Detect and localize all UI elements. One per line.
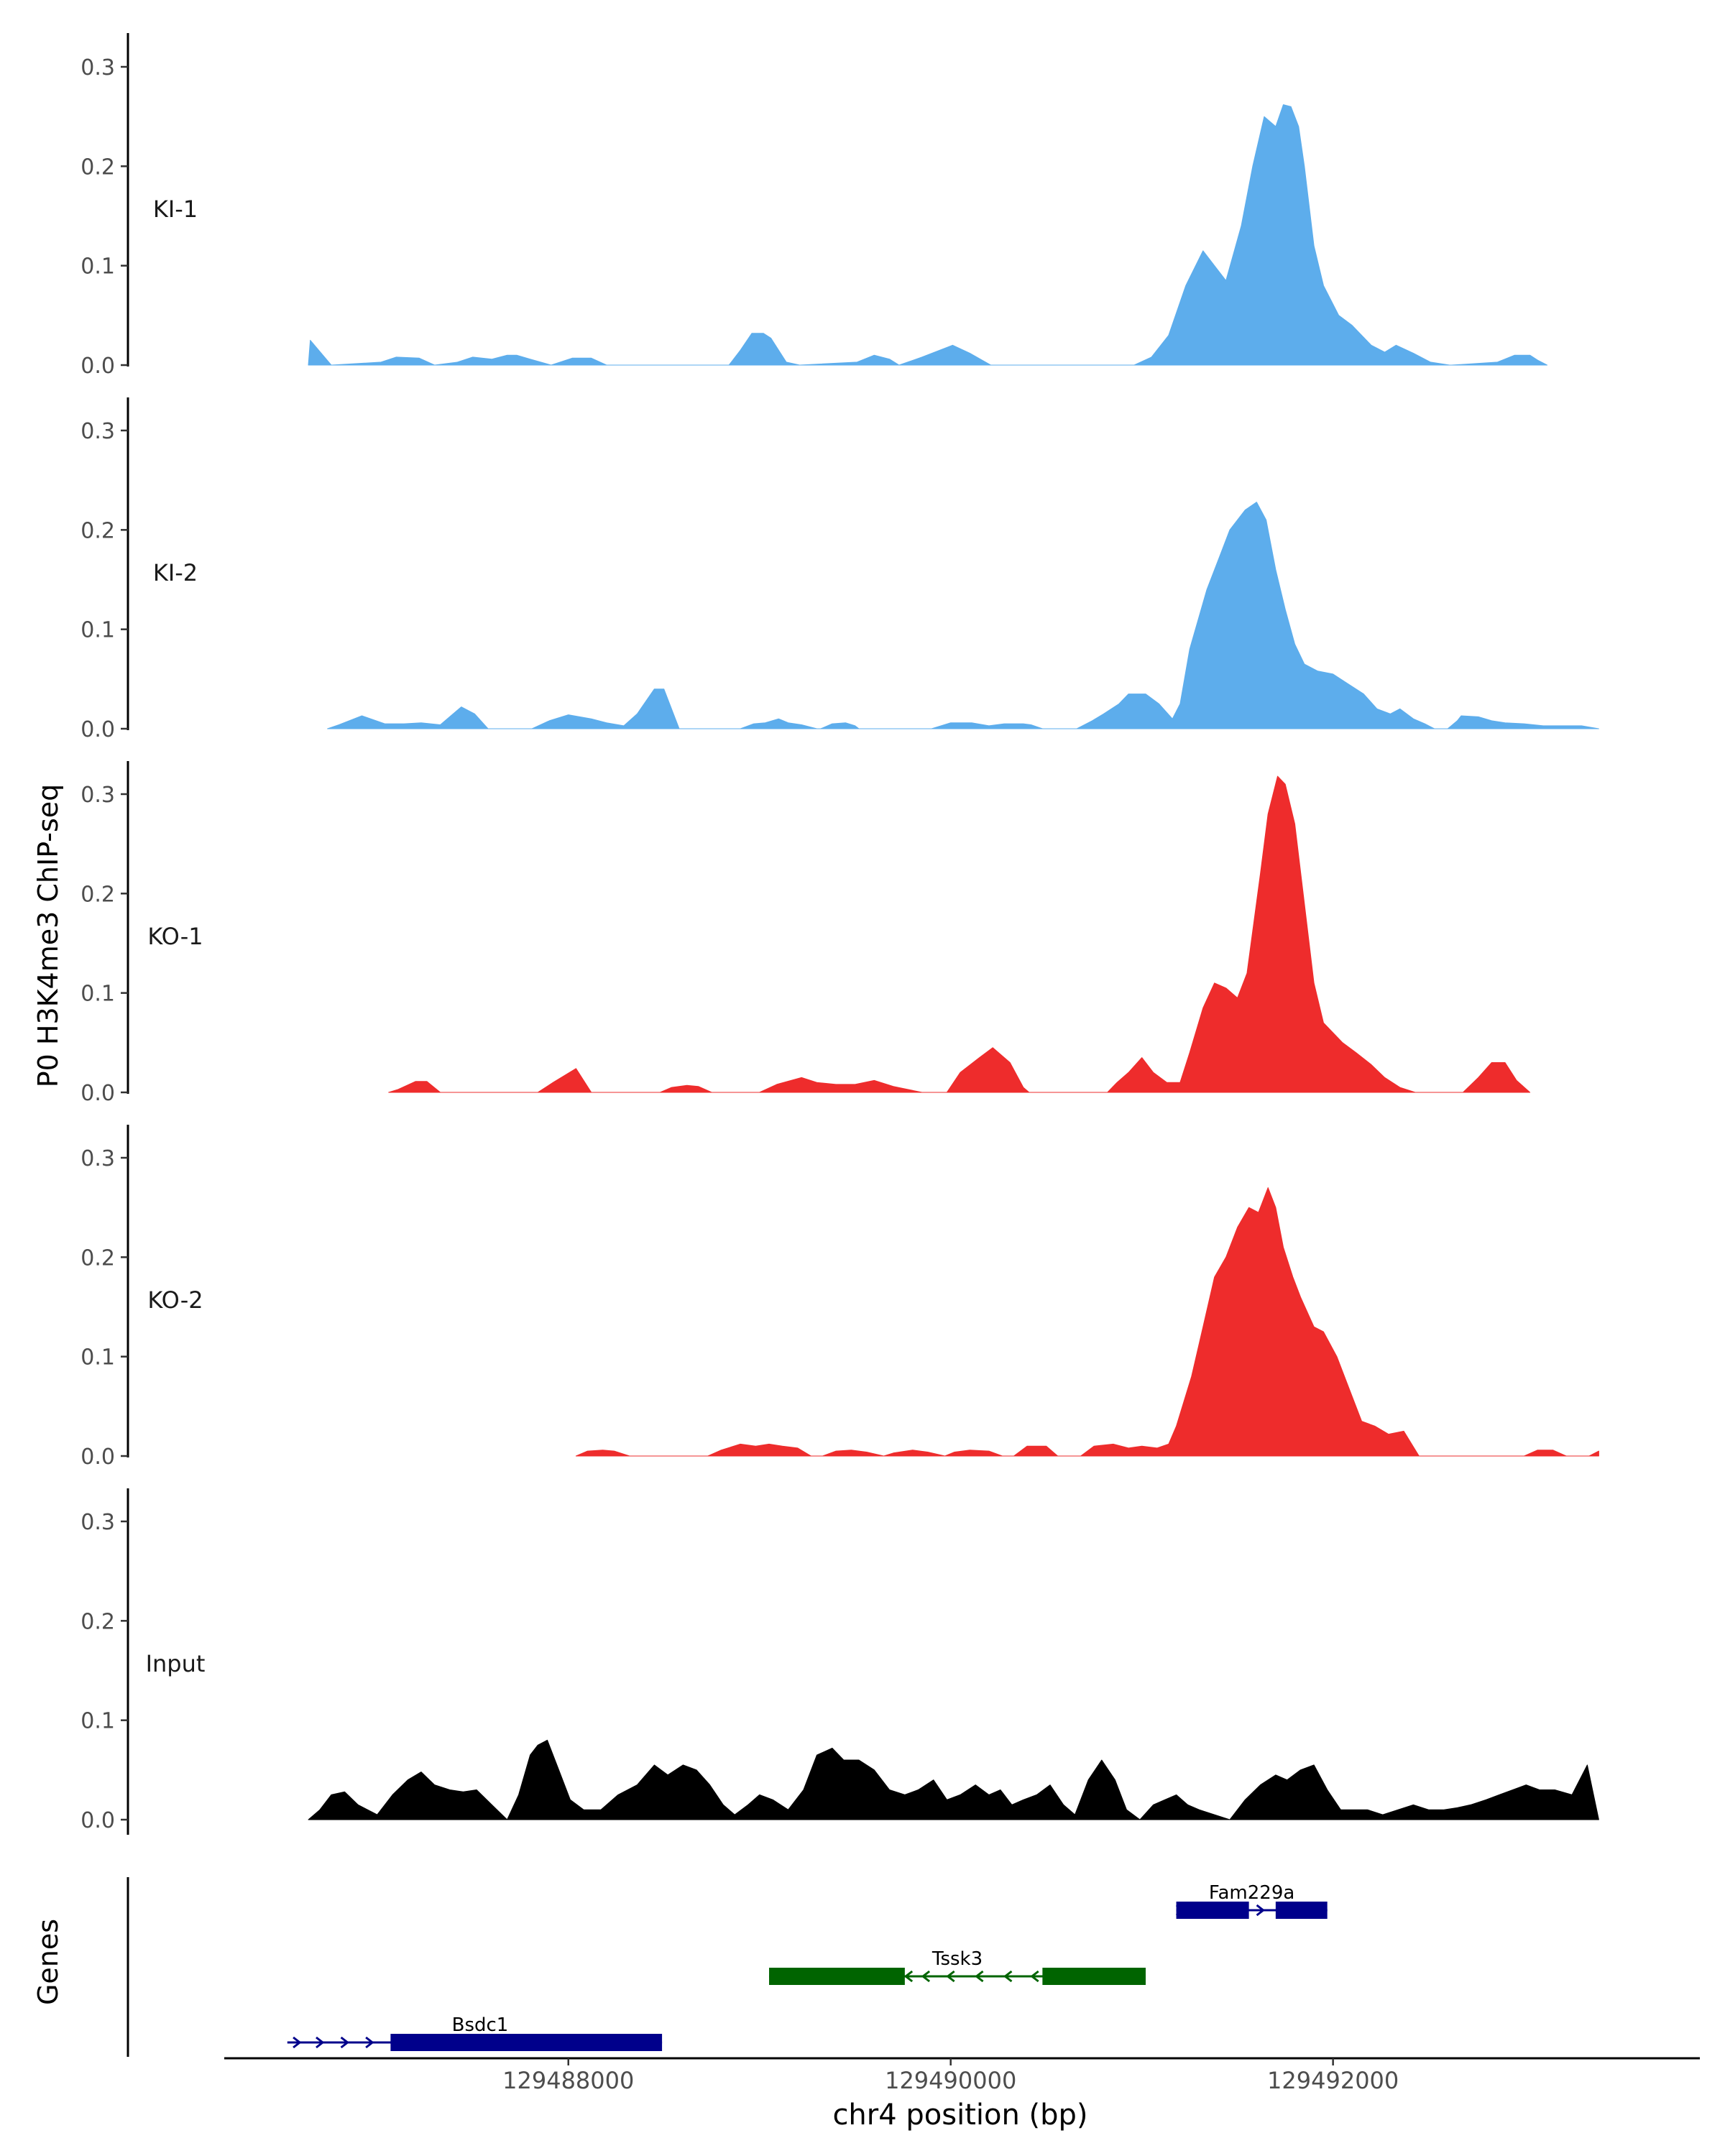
y-tick-label: 0.3	[80, 1510, 115, 1535]
track-label: KO-2	[147, 1286, 203, 1314]
y-tick-label: 0.0	[80, 717, 115, 742]
gene-exon	[390, 2034, 663, 2051]
track-area-input	[308, 1739, 1599, 1820]
y-tick-label: 0.1	[80, 1709, 115, 1734]
gene-strand-arrow	[1256, 1904, 1266, 1917]
gene-strand-arrow	[316, 2036, 325, 2049]
gene-strand-arrow	[293, 2036, 302, 2049]
track-area-ki-2	[327, 502, 1599, 729]
track-label: KI-2	[153, 559, 198, 586]
y-axis-label: P0 H3K4me3 ChIP-seq	[32, 784, 64, 1088]
y-tick-label: 0.2	[80, 155, 115, 180]
gene-label: Tssk3	[932, 1948, 983, 1970]
gene-tssk3: Tssk3	[769, 1948, 1146, 1985]
gene-strand-arrow	[903, 1970, 914, 1983]
x-tick-label: 129490000	[885, 2067, 1016, 2094]
track-panel-ki-2: 0.0 0.1 0.2 0.3 KI-2	[80, 397, 1599, 742]
y-tick-label: 0.0	[80, 1081, 115, 1106]
gene-label: Bsdc1	[452, 2014, 509, 2036]
gene-label: Fam229a	[1209, 1882, 1294, 1904]
track-label: KI-1	[153, 195, 198, 223]
gene-exon	[1275, 1902, 1328, 1919]
y-tick-label: 0.3	[80, 1146, 115, 1171]
gene-bsdc1: Bsdc1	[287, 2014, 663, 2051]
y-tick-label: 0.1	[80, 618, 115, 643]
gene-fam229a: Fam229a	[1175, 1882, 1328, 1919]
x-tick-label: 129492000	[1267, 2067, 1399, 2094]
y-tick-label: 0.1	[80, 1345, 115, 1370]
y-tick-label: 0.0	[80, 1808, 115, 1833]
gene-strand-arrow	[1003, 1970, 1013, 1983]
y-tick-label: 0.0	[80, 1445, 115, 1470]
track-panel-ko-2: 0.0 0.1 0.2 0.3 KO-2	[80, 1125, 1599, 1470]
gene-strand-arrow	[975, 1970, 984, 1983]
track-panel-input: 0.0 0.1 0.2 0.3 Input	[80, 1488, 1599, 1835]
genes-layer: Fam229a Tssk3 Bsdc1	[126, 1877, 1328, 2057]
y-tick-label: 0.0	[80, 354, 115, 379]
track-panel-ko-1: 0.0 0.1 0.2 0.3 KO-1	[80, 761, 1531, 1106]
genes-axis-label: Genes	[32, 1919, 64, 2005]
gene-exon	[1176, 1902, 1249, 1919]
track-area-ko-1	[388, 775, 1531, 1093]
y-tick-label: 0.1	[80, 982, 115, 1007]
y-tick-label: 0.2	[80, 882, 115, 907]
gene-exon	[1042, 1968, 1146, 1985]
track-label: KO-1	[147, 923, 203, 950]
gene-exon	[769, 1968, 905, 1985]
y-tick-label: 0.3	[80, 419, 115, 444]
gene-strand-arrow	[921, 1970, 931, 1983]
y-tick-label: 0.3	[80, 783, 115, 808]
tracks-layer: 0.00.10.20.3KI-10.00.10.20.3KI-20.00.10.…	[80, 33, 1599, 1835]
gene-strand-arrow	[340, 2036, 350, 2049]
gene-strand-arrow	[365, 2036, 374, 2049]
y-tick-label: 0.2	[80, 1245, 115, 1271]
x-axis-label: chr4 position (bp)	[832, 2099, 1087, 2132]
y-tick-label: 0.2	[80, 518, 115, 543]
y-tick-label: 0.2	[80, 1609, 115, 1634]
x-tick-label: 129488000	[502, 2067, 634, 2094]
gene-strand-arrow	[946, 1970, 955, 1983]
y-tick-label: 0.1	[80, 254, 115, 280]
x-axis: 129488000 129490000 129492000	[224, 2057, 1700, 2094]
track-label: Input	[146, 1650, 206, 1677]
track-panel-ki-1: 0.0 0.1 0.2 0.3 KI-1	[80, 33, 1547, 379]
track-area-ko-2	[575, 1187, 1599, 1457]
gene-strand-arrow	[1030, 1970, 1039, 1983]
y-tick-label: 0.3	[80, 55, 115, 80]
track-area-ki-1	[308, 104, 1547, 366]
gene-strand-arrow	[1175, 1904, 1185, 1917]
